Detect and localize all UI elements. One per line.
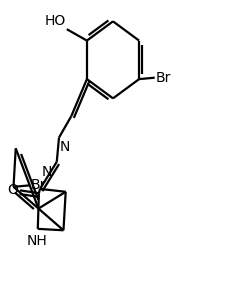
Text: NH: NH [26, 234, 47, 248]
Text: N: N [42, 165, 52, 179]
Text: Br: Br [155, 71, 171, 85]
Text: N: N [60, 140, 70, 154]
Text: HO: HO [44, 14, 65, 28]
Text: Br: Br [30, 178, 45, 192]
Text: O: O [7, 183, 18, 197]
